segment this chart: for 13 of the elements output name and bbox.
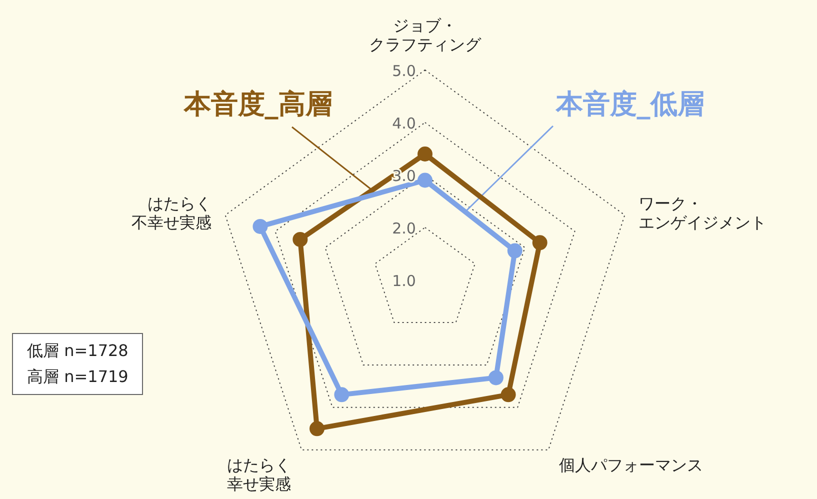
y-tick-label: 2.0	[392, 220, 416, 238]
y-tick-label: 1.0	[392, 272, 416, 290]
y-tick-label: 4.0	[392, 114, 416, 132]
y-tick-label: 5.0	[392, 62, 416, 80]
spoke-label: ワーク・エンゲイジメント	[638, 194, 766, 232]
y-tick-label: 3.0	[392, 167, 416, 185]
text: 本音度_低層	[554, 89, 704, 120]
text: 本音度_高層	[182, 89, 332, 120]
spoke-label: はたらく不幸せ実感	[132, 194, 212, 232]
note-box: 低層 n=1728 高層 n=1719	[12, 333, 144, 395]
spoke-label: 個人パフォーマンス	[559, 455, 704, 474]
spoke-label: はたらく幸せ実感	[226, 455, 291, 494]
spoke-label: ジョブ・クラフティング	[369, 16, 482, 54]
